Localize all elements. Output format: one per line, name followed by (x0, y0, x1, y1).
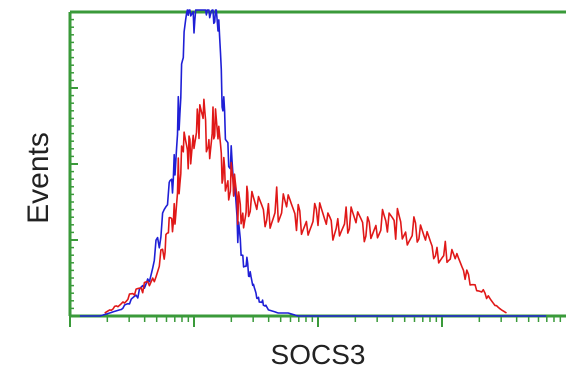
x-axis-ticks (69, 316, 562, 327)
series-line-1 (79, 9, 547, 317)
x-axis-label: SOCS3 (271, 339, 366, 370)
y-axis-label: Events (22, 132, 55, 224)
series-line-2 (104, 98, 507, 314)
series-layer (79, 9, 547, 317)
y-axis-ticks (70, 11, 78, 317)
